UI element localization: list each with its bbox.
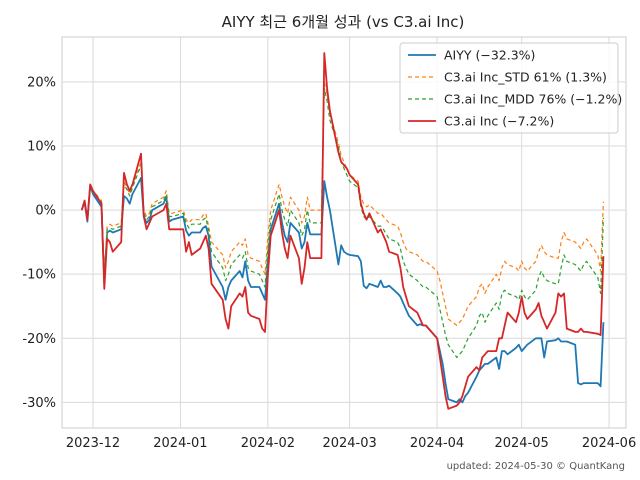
y-tick-label: 20% <box>27 75 56 90</box>
chart-title: AIYY 최근 6개월 성과 (vs C3.ai Inc) <box>222 13 465 31</box>
series-line-0 <box>80 177 605 404</box>
series-line-2 <box>81 87 604 359</box>
x-tick-label: 2023-12 <box>66 436 120 451</box>
y-tick-label: 10% <box>27 139 56 154</box>
legend-label-1: C3.ai Inc_STD 61% (1.3%) <box>444 70 607 85</box>
x-tick-label: 2024-01 <box>153 436 207 451</box>
y-tick-label: 0% <box>35 204 56 219</box>
series-group <box>80 52 605 410</box>
series-line-1 <box>81 81 604 326</box>
plot-frame <box>61 36 627 429</box>
legend: AIYY (−32.3%) C3.ai Inc_STD 61% (1.3%) C3.… <box>399 42 622 134</box>
y-tick-label: -20% <box>22 332 56 347</box>
legend-box <box>399 42 619 134</box>
x-tick-label: 2024-02 <box>241 436 295 451</box>
x-tick-label: 2024-03 <box>322 436 376 451</box>
legend-label-2: C3.ai Inc_MDD 76% (−1.2%) <box>444 92 622 107</box>
legend-label-3: C3.ai Inc (−7.2%) <box>444 114 554 129</box>
x-tick-label: 2024-06 <box>582 436 636 451</box>
x-tick-label: 2024-04 <box>410 436 464 451</box>
legend-label-0: AIYY (−32.3%) <box>444 48 535 63</box>
footer-text: updated: 2024-05-30 © QuantKang <box>447 461 625 472</box>
y-tick-label: -10% <box>22 268 56 283</box>
x-tick-label: 2024-05 <box>494 436 548 451</box>
series-line-3 <box>80 52 605 410</box>
axes: -30% -20% -10% 0% 10% 20% 2023-12 2024-01 2024-0… <box>22 75 636 451</box>
y-tick-label: -30% <box>22 396 56 411</box>
